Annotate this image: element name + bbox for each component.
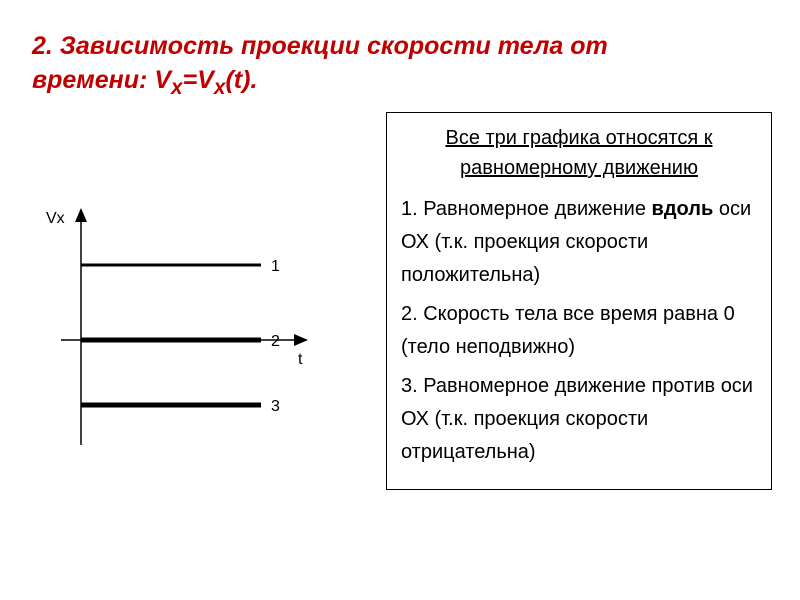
svg-text:2: 2	[271, 333, 280, 350]
chart-svg: Vx t 1 2 3	[36, 195, 336, 460]
box-item-2: 2. Скорость тела все время равна 0 (тело…	[401, 298, 757, 364]
page-title: 2. Зависимость проекции скорости тела от…	[32, 30, 608, 102]
description-box: Все три графика относятся к равномерному…	[386, 112, 772, 490]
svg-text:3: 3	[271, 398, 280, 415]
svg-text:1: 1	[271, 258, 280, 275]
title-line1: 2. Зависимость проекции скорости тела от	[32, 32, 608, 60]
box-header: Все три графика относятся к равномерному…	[401, 123, 757, 183]
box-items: 1. Равномерное движение вдоль оси ОХ (т.…	[401, 193, 757, 469]
title-formula: Vx=Vx(t).	[154, 66, 257, 94]
box-header-l2: равномерному движению	[460, 157, 698, 179]
box-header-l1: Все три графика относятся к	[446, 127, 713, 149]
svg-text:t: t	[298, 351, 303, 368]
velocity-chart: Vx t 1 2 3	[36, 195, 336, 460]
title-line2-pre: времени:	[32, 66, 154, 94]
box-item-1: 1. Равномерное движение вдоль оси ОХ (т.…	[401, 193, 757, 292]
box-item-3: 3. Равномерное движение против оси ОХ (т…	[401, 370, 757, 469]
svg-text:Vx: Vx	[46, 210, 65, 227]
